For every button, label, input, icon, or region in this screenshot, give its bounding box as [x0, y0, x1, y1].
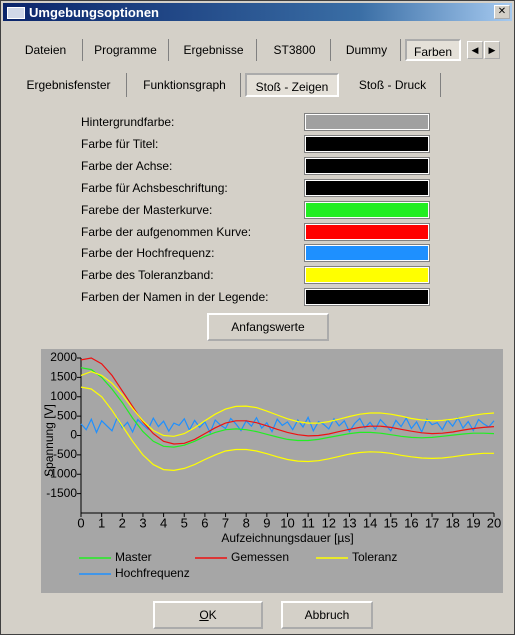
x-axis-label: Aufzeichnungsdauer [µs]	[221, 531, 353, 545]
color-swatch[interactable]	[304, 288, 430, 307]
y-tick-label: 0	[70, 428, 77, 442]
tab-scroll-left[interactable]: ◀	[467, 41, 483, 59]
subtab[interactable]: Stoß - Druck	[345, 73, 441, 97]
color-swatch[interactable]	[304, 156, 430, 175]
ok-label: OK	[199, 608, 217, 622]
y-tick-label: -1000	[46, 466, 77, 480]
tab[interactable]: Farben	[405, 39, 461, 61]
series-line	[80, 415, 495, 435]
color-swatch[interactable]	[304, 113, 430, 131]
legend-label: Hochfrequenz	[115, 566, 190, 580]
x-tick-label: 15	[384, 515, 398, 530]
tab[interactable]: Ergebnisse	[171, 39, 257, 61]
close-button[interactable]: ✕	[494, 5, 510, 19]
ok-button[interactable]: OK	[153, 601, 263, 629]
color-label: Farebe der Masterkurve:	[81, 202, 213, 217]
y-tick-label: 1500	[50, 370, 77, 384]
x-tick-label: 12	[322, 515, 336, 530]
legend-label: Master	[115, 550, 152, 564]
y-tick-label: -1500	[46, 486, 77, 500]
x-tick-label: 10	[280, 515, 294, 530]
cancel-button[interactable]: Abbruch	[281, 601, 373, 629]
color-label: Farbe der Hochfrequenz:	[81, 246, 215, 261]
x-tick-label: 9	[263, 515, 270, 530]
tab[interactable]: Dateien	[9, 39, 83, 61]
y-tick-label: -500	[53, 447, 77, 461]
x-tick-label: 17	[425, 515, 439, 530]
x-tick-label: 8	[243, 515, 250, 530]
x-tick-label: 1	[98, 515, 105, 530]
window-icon	[7, 7, 25, 19]
reset-button[interactable]: Anfangswerte	[207, 313, 329, 341]
x-tick-label: 20	[487, 515, 501, 530]
color-swatch[interactable]	[304, 266, 430, 285]
legend-label: Gemessen	[231, 550, 289, 564]
x-tick-label: 2	[119, 515, 126, 530]
y-axis-label: Spannung [V]	[42, 404, 56, 477]
color-label: Farbe für Achsbeschriftung:	[81, 180, 228, 195]
color-label: Farbe der Achse:	[81, 158, 173, 173]
x-tick-label: 18	[445, 515, 459, 530]
x-tick-label: 5	[181, 515, 188, 530]
legend-label: Toleranz	[352, 550, 397, 564]
tab[interactable]: Dummy	[333, 39, 401, 61]
subtab[interactable]: Stoß - Zeigen	[245, 73, 339, 97]
color-label: Farben der Namen in der Legende:	[81, 290, 269, 305]
x-tick-label: 16	[404, 515, 418, 530]
series-line	[80, 370, 495, 437]
x-tick-label: 19	[466, 515, 480, 530]
color-label: Farbe des Toleranzband:	[81, 268, 214, 283]
color-swatch[interactable]	[304, 134, 430, 153]
series-line	[80, 367, 495, 448]
x-tick-label: 14	[363, 515, 377, 530]
tab[interactable]: ST3800	[259, 39, 331, 61]
series-line	[80, 357, 495, 445]
color-label: Farbe der aufgenommen Kurve:	[81, 224, 252, 239]
color-swatch[interactable]	[304, 244, 430, 263]
y-tick-label: 1000	[50, 389, 77, 403]
title-bar: Umgebungsoptionen ✕	[3, 3, 512, 21]
color-label: Hintergrundfarbe:	[81, 115, 175, 129]
series-line	[80, 386, 494, 472]
x-tick-label: 6	[201, 515, 208, 530]
color-swatch[interactable]	[304, 178, 430, 197]
y-tick-label: 500	[57, 408, 77, 422]
color-label: Farbe für Titel:	[81, 136, 159, 151]
subtab[interactable]: Funktionsgraph	[129, 73, 241, 97]
x-tick-label: 13	[342, 515, 356, 530]
x-tick-label: 4	[160, 515, 167, 530]
tab[interactable]: Programme	[83, 39, 169, 61]
x-tick-label: 11	[301, 515, 315, 530]
window-title: Umgebungsoptionen	[29, 5, 159, 20]
y-tick-label: 2000	[50, 350, 77, 364]
subtab[interactable]: Ergebnisfenster	[11, 73, 127, 97]
color-swatch[interactable]	[304, 222, 430, 241]
x-tick-label: 3	[139, 515, 146, 530]
x-tick-label: 0	[77, 515, 84, 530]
x-tick-label: 7	[222, 515, 229, 530]
color-swatch[interactable]	[304, 200, 430, 219]
tab-scroll-right[interactable]: ▶	[484, 41, 500, 59]
